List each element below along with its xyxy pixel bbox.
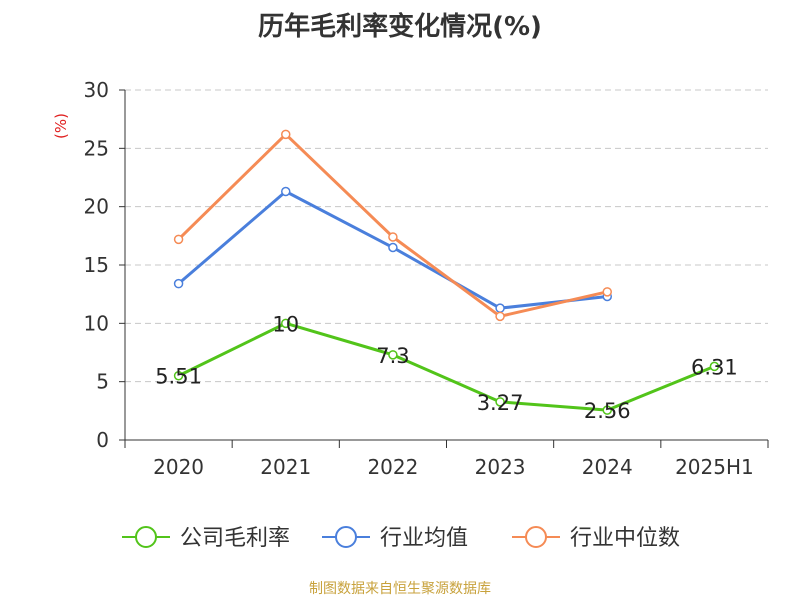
data-point [388, 232, 398, 242]
x-tick-label: 2021 [260, 455, 311, 479]
data-point [709, 361, 720, 372]
y-tick-label: 15 [84, 253, 109, 277]
data-point [495, 397, 505, 407]
x-tick-label: 2020 [153, 455, 204, 479]
data-point [173, 278, 184, 289]
x-tick-label: 2023 [475, 455, 526, 479]
y-tick-label: 5 [96, 370, 109, 394]
data-point [281, 318, 291, 329]
chart-title: 历年毛利率变化情况(%) [258, 12, 542, 42]
data-label: 3.27 [477, 391, 524, 415]
data-source-note: 制图数据来自恒生聚源数据库 [309, 581, 491, 597]
y-tick-label: 20 [84, 195, 109, 219]
data-point [173, 234, 184, 245]
data-label: 5.51 [155, 365, 202, 389]
data-point [388, 350, 398, 360]
legend-marker [135, 526, 157, 548]
legend-label: 公司毛利率 [180, 526, 290, 551]
series-line [177, 321, 715, 412]
data-label: 7.3 [376, 344, 409, 368]
data-point [281, 129, 291, 140]
data-label: 6.31 [691, 355, 738, 379]
y-tick-label: 25 [84, 136, 109, 160]
data-point [602, 405, 612, 415]
legend-marker [525, 526, 547, 548]
y-axis-label: (%) [52, 113, 70, 139]
data-point [388, 242, 398, 253]
data-point [281, 186, 291, 197]
data-point [495, 303, 505, 313]
legend-marker [335, 526, 357, 548]
y-tick-label: 0 [96, 428, 109, 452]
x-tick-label: 2025H1 [675, 455, 754, 479]
data-label: 2.56 [584, 399, 631, 423]
data-point [495, 311, 505, 322]
x-tick-label: 2024 [582, 455, 633, 479]
x-tick-label: 2022 [367, 455, 418, 479]
data-point [602, 287, 612, 297]
data-label: 10 [272, 312, 299, 336]
y-tick-label: 30 [84, 78, 109, 102]
data-point [173, 370, 184, 381]
y-tick-label: 10 [84, 311, 109, 335]
legend-label: 行业中位数 [570, 526, 680, 551]
series-line [177, 132, 608, 318]
legend-label: 行业均值 [380, 526, 468, 551]
